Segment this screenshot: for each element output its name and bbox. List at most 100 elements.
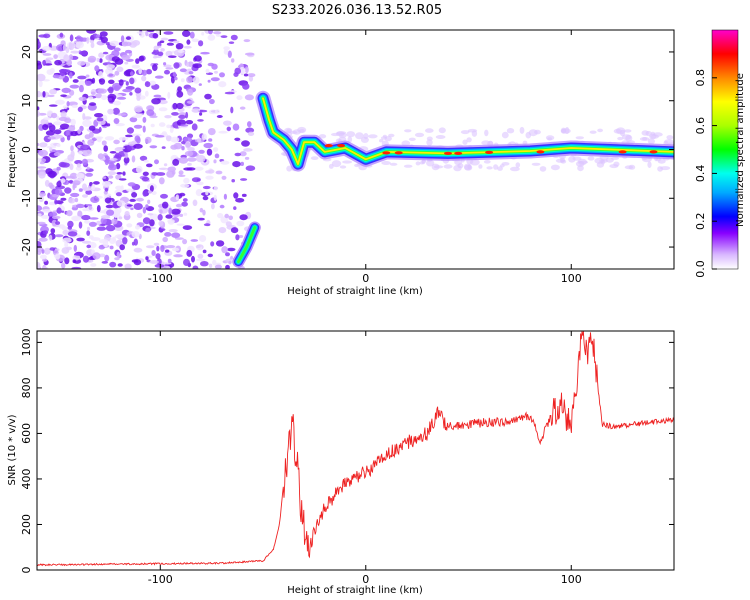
noise-speckle: [86, 230, 91, 236]
noise-speckle: [242, 83, 250, 90]
noise-speckle: [68, 180, 74, 184]
noise-speckle: [98, 244, 106, 250]
noise-speckle: [180, 183, 190, 188]
noise-speckle: [37, 205, 43, 212]
noise-speckle: [200, 261, 209, 267]
noise-speckle: [95, 34, 101, 39]
noise-speckle: [69, 163, 74, 171]
noise-speckle: [136, 165, 143, 174]
noise-speckle: [56, 166, 61, 171]
noise-speckle: [90, 263, 97, 267]
noise-speckle: [51, 215, 61, 220]
noise-speckle: [85, 172, 93, 177]
noise-speckle: [133, 124, 143, 129]
noise-speckle: [130, 71, 134, 77]
noise-speckle: [76, 163, 81, 168]
ridge-peak: [485, 150, 494, 154]
noise-speckle: [131, 40, 141, 46]
noise-speckle: [486, 166, 493, 170]
noise-speckle: [63, 54, 70, 62]
noise-speckle: [88, 221, 97, 227]
noise-speckle: [180, 78, 185, 83]
y-tick-label: -10: [20, 189, 33, 207]
noise-speckle: [650, 134, 659, 139]
noise-speckle: [48, 234, 53, 241]
noise-speckle: [155, 172, 166, 176]
noise-speckle: [189, 31, 195, 39]
noise-speckle: [127, 182, 136, 187]
noise-speckle: [182, 30, 191, 37]
noise-speckle: [213, 31, 222, 35]
y-tick-label: 600: [20, 423, 33, 444]
noise-speckle: [115, 174, 122, 180]
noise-speckle: [104, 158, 109, 166]
noise-speckle: [60, 197, 67, 201]
noise-speckle: [160, 48, 165, 52]
noise-speckle: [236, 220, 245, 227]
noise-speckle: [120, 185, 124, 192]
noise-speckle: [100, 215, 111, 219]
noise-speckle: [51, 219, 58, 227]
noise-speckle: [135, 224, 140, 230]
noise-speckle: [318, 134, 327, 139]
noise-speckle: [96, 205, 101, 213]
noise-speckle: [388, 133, 395, 138]
noise-speckle: [81, 158, 88, 166]
noise-speckle: [186, 100, 195, 104]
noise-speckle: [223, 120, 232, 126]
colorbar: 0.0 0.2 0.4 0.6 0.8 Normalized spectral ampl…: [694, 29, 746, 278]
noise-speckle: [138, 67, 142, 75]
noise-speckle: [460, 130, 470, 135]
noise-speckle: [72, 184, 77, 189]
noise-speckle: [44, 63, 53, 66]
noise-speckle: [134, 87, 142, 94]
noise-speckle: [221, 246, 228, 254]
noise-speckle: [231, 58, 235, 63]
noise-speckle: [216, 115, 223, 118]
noise-speckle: [195, 244, 201, 249]
noise-speckle: [176, 90, 184, 98]
noise-speckle: [182, 225, 193, 231]
noise-speckle: [86, 36, 90, 44]
noise-speckle: [38, 195, 44, 203]
noise-speckle: [131, 231, 140, 238]
noise-speckle: [178, 157, 189, 164]
noise-speckle: [426, 139, 433, 146]
noise-speckle: [123, 41, 132, 47]
noise-speckle: [215, 34, 221, 37]
colorbar-label: Normalized spectral amplitude: [735, 73, 746, 227]
noise-speckle: [131, 133, 142, 137]
noise-speckle: [243, 148, 253, 152]
noise-speckle: [234, 137, 241, 141]
noise-speckle: [225, 252, 230, 257]
noise-speckle: [86, 166, 90, 170]
noise-speckle: [37, 241, 42, 249]
noise-speckle: [231, 179, 235, 183]
noise-speckle: [109, 151, 117, 154]
noise-speckle: [96, 220, 101, 226]
noise-speckle: [154, 135, 165, 138]
noise-speckle: [142, 171, 149, 176]
noise-speckle: [42, 59, 46, 66]
noise-speckle: [162, 236, 168, 243]
ridge-peak: [337, 144, 346, 148]
noise-speckle: [230, 227, 239, 234]
noise-speckle: [85, 189, 93, 195]
noise-speckle: [114, 234, 124, 239]
noise-speckle: [203, 223, 211, 227]
y-tick-label: 0: [20, 146, 33, 153]
noise-speckle: [60, 111, 67, 118]
noise-speckle: [96, 57, 100, 62]
noise-speckle: [72, 79, 79, 83]
noise-speckle: [167, 258, 172, 264]
noise-speckle: [62, 229, 69, 236]
noise-speckle: [41, 266, 48, 269]
noise-speckle: [174, 237, 184, 240]
snr-x-ticks: -100 0 100: [148, 331, 582, 586]
snr-y-ticks: 0 200 400 600 800 1000: [20, 328, 674, 574]
noise-speckle: [133, 203, 143, 210]
noise-speckle: [149, 185, 154, 192]
noise-speckle: [217, 213, 224, 219]
noise-speckle: [209, 98, 215, 105]
noise-speckle: [97, 153, 104, 160]
